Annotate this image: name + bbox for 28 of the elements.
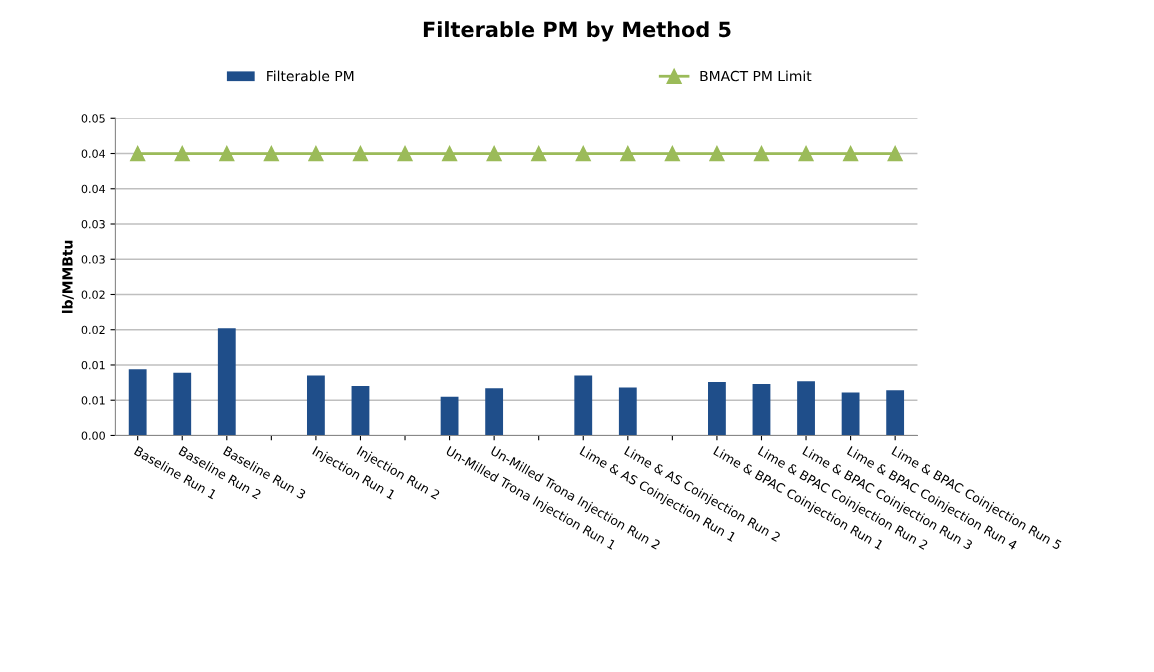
y-tick-label: 0.02 [81, 325, 105, 335]
y-tick-label: 0.03 [81, 219, 105, 229]
y-axis-title: lb/MMBtu [61, 240, 74, 313]
bar [217, 328, 236, 436]
chart-title: Filterable PM by Method 5 [423, 21, 731, 42]
bar [797, 381, 815, 436]
legend-label: BMACT PM Limit [700, 70, 812, 82]
bar [752, 384, 771, 436]
bar [351, 386, 370, 436]
bar [841, 392, 860, 436]
bar [485, 388, 504, 436]
y-tick-label: 0.01 [81, 360, 105, 370]
bar [440, 396, 459, 436]
bar [173, 372, 192, 436]
y-tick-label: 0.04 [81, 184, 106, 194]
y-tick-label: 0.02 [81, 290, 105, 299]
bar [307, 375, 325, 436]
y-tick-label: 0.00 [81, 431, 105, 440]
y-tick-label: 0.03 [81, 255, 105, 264]
bar [574, 375, 593, 436]
legend-label: Filterable PM [267, 70, 354, 82]
bar [886, 390, 905, 436]
y-tick-label: 0.04 [81, 149, 106, 158]
bar [618, 387, 637, 436]
y-tick-label: 0.05 [81, 114, 105, 123]
bar [128, 369, 147, 436]
y-tick-label: 0.01 [81, 396, 105, 405]
bar [708, 381, 726, 436]
